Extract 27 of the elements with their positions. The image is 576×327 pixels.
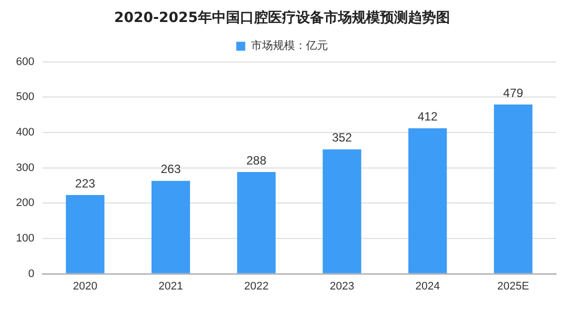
bar [152,180,190,274]
x-tick-label: 2020 [72,280,98,292]
bar [322,149,362,274]
y-tick-label: 500 [16,91,34,104]
y-tick-label: 600 [16,56,34,68]
x-tick-label: 2024 [415,280,440,292]
data-label: 263 [160,162,182,176]
legend-label: 市场规模：亿元 [250,39,328,52]
bar [494,104,532,274]
data-label: 352 [332,130,352,145]
y-tick-label: 100 [16,232,34,244]
data-label: 223 [75,176,96,190]
x-tick-label: 2023 [330,280,354,292]
data-label: 288 [246,153,267,168]
y-tick-label: 400 [16,126,34,138]
chart-title: 2020-2025年中国口腔医疗设备市场规模预测趋势图 [114,9,450,26]
bar [66,195,104,274]
data-label: 412 [418,110,438,124]
bar [408,128,447,274]
x-tick-label: 2022 [244,280,269,292]
y-tick-label: 0 [28,268,34,280]
bar [237,172,276,274]
x-tick-label: 2021 [158,280,184,292]
y-tick-label: 300 [16,162,34,174]
data-label: 479 [503,86,524,100]
x-tick-label: 2025E [497,280,530,292]
y-tick-label: 200 [16,197,34,210]
